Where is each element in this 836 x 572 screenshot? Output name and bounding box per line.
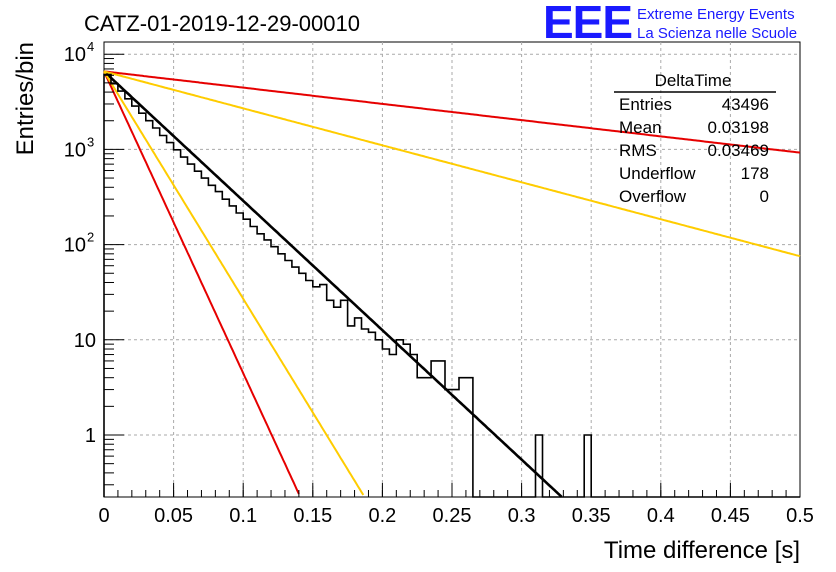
y-tick-label: 10	[64, 44, 86, 66]
x-tick-label: 0.5	[786, 505, 814, 527]
tick-layer	[103, 53, 801, 497]
x-tick-label: 0.15	[293, 505, 332, 527]
y-tick-exponent: 4	[87, 39, 94, 54]
fit-series-1	[103, 70, 801, 154]
chart-title: CATZ-01-2019-12-29-00010	[84, 11, 360, 36]
x-tick-label: 0.25	[433, 505, 472, 527]
y-tick-exponent: 3	[87, 134, 94, 149]
stats-value-overflow: 0	[760, 187, 769, 206]
eee-logo-mark: EEE	[543, 0, 632, 48]
x-axis-title: Time difference [s]	[604, 537, 800, 564]
y-tick-exponent: 2	[87, 230, 94, 245]
logo-line-2: La Scienza nelle Scuole	[637, 25, 797, 42]
x-tick-label: 0.45	[711, 505, 750, 527]
stats-value-mean: 0.03198	[708, 118, 769, 137]
x-tick-label: 0.2	[368, 505, 396, 527]
stats-value-rms: 0.03469	[708, 141, 769, 160]
stats-label-overflow: Overflow	[619, 187, 687, 206]
fit-series-0	[103, 70, 563, 498]
logo-line-1: Extreme Energy Events	[637, 6, 795, 23]
y-tick-label: 10	[64, 139, 86, 161]
fit-series-2	[103, 70, 300, 495]
stats-box: DeltaTime Entries 43496 Mean 0.03198 RMS…	[614, 71, 776, 206]
stats-label-rms: RMS	[619, 141, 657, 160]
x-tick-label: 0.4	[647, 505, 675, 527]
x-tick-label: 0	[98, 505, 109, 527]
histogram-layer	[103, 73, 800, 498]
x-tick-label: 0.1	[229, 505, 257, 527]
fit-series-4	[103, 70, 365, 496]
y-tick-label: 10	[74, 330, 96, 352]
stats-label-underflow: Underflow	[619, 164, 696, 183]
fit-series-3	[103, 70, 801, 258]
y-tick-label: 10	[64, 235, 86, 257]
stats-value-entries: 43496	[722, 95, 769, 114]
stats-value-underflow: 178	[741, 164, 769, 183]
x-tick-label: 0.3	[508, 505, 536, 527]
stats-label-mean: Mean	[619, 118, 662, 137]
y-tick-label: 1	[85, 425, 96, 447]
histogram-outline	[103, 73, 800, 498]
x-tick-label: 0.05	[154, 505, 193, 527]
series-layer	[103, 70, 801, 498]
x-tick-label: 0.35	[572, 505, 611, 527]
stats-label-entries: Entries	[619, 95, 672, 114]
grid-lines	[104, 42, 800, 497]
x-tick-labels: 0 0.05 0.1 0.15 0.2 0.25 0.3 0.35 0.4 0.45 0.5	[98, 505, 813, 527]
stats-title: DeltaTime	[655, 71, 732, 90]
y-axis-title: Entries/bin	[12, 42, 39, 155]
